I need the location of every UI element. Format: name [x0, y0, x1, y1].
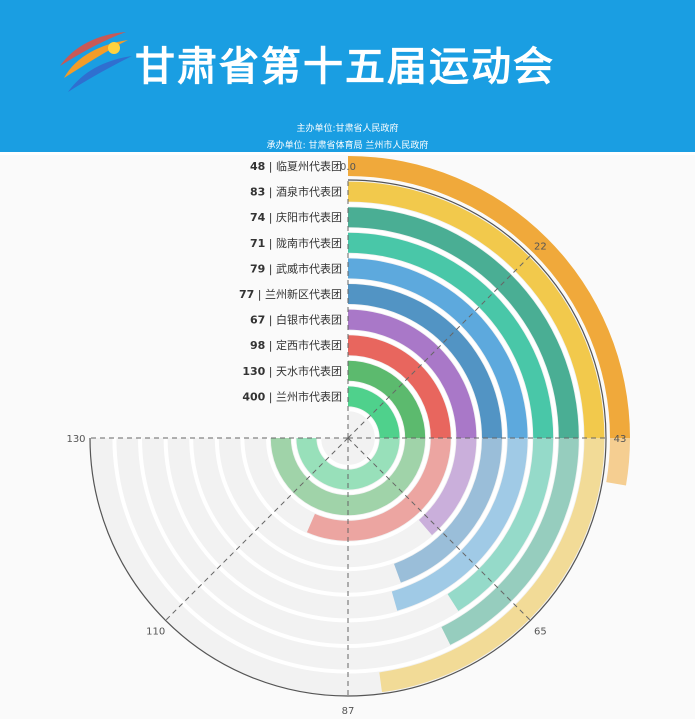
angle-tick-label: 130 [66, 434, 85, 445]
games-logo-icon [60, 32, 132, 92]
grid-ring [112, 202, 584, 674]
axis-spoke [347, 255, 531, 439]
angle-tick-label: 22 [534, 242, 547, 253]
bar-5 [348, 258, 528, 438]
bar-8-tail [306, 438, 451, 541]
bar-2 [348, 181, 605, 438]
bar-7-tail [418, 438, 477, 536]
chart-labels: 48 | 临夏州代表团 83 | 酒泉市代表团 74 | 庆阳市代表团 71 | 陇南… [239, 159, 342, 403]
bar-1-tail [606, 438, 630, 486]
bar-3 [348, 207, 579, 438]
category-label: 67 | 白银市代表团 [250, 313, 342, 327]
bar-2-tail [379, 438, 605, 693]
category-label: 79 | 武威市代表团 [250, 261, 342, 275]
bar-6 [348, 284, 502, 438]
undertaker-text: 承办单位: 甘肃省体育局 兰州市人民政府 [266, 141, 429, 151]
category-label: 83 | 酒泉市代表团 [250, 185, 342, 199]
angle-tick-label: 43 [614, 434, 627, 445]
angle-tick-label: 110 [146, 626, 165, 637]
bar-4 [348, 232, 554, 438]
category-label: 74 | 庆阳市代表团 [250, 210, 342, 224]
grid-ring [214, 304, 482, 572]
bar-8 [348, 335, 451, 438]
angle-tick-label: 87 [342, 706, 355, 717]
bar-9-tail [270, 438, 426, 516]
category-label: 77 | 兰州新区代表团 [239, 287, 342, 301]
bar-9 [348, 360, 426, 438]
angle-axis-line [89, 179, 607, 697]
category-label: 98 | 定西市代表团 [250, 338, 342, 352]
category-label: 400 | 兰州市代表团 [242, 389, 342, 403]
bar-6-tail [393, 438, 502, 583]
bar-7 [348, 309, 477, 438]
page-title: 甘肃省第十五届运动会 [135, 44, 555, 90]
chart-bars [270, 156, 630, 693]
category-label: 48 | 临夏州代表团 [250, 159, 342, 173]
grid-ring [266, 356, 430, 520]
category-label: 130 | 天水市代表团 [242, 364, 342, 378]
axis-spoke [165, 437, 349, 621]
bar-1 [348, 156, 630, 438]
bar-5-tail [391, 438, 528, 611]
axis-spoke [347, 437, 531, 621]
header-banner: 甘肃省第十五届运动会 主办单位:甘肃省人民政府 承办单位: 甘肃省体育局 兰州市… [0, 0, 695, 155]
bar-4-tail [447, 438, 554, 611]
angle-tick-label: 0.0 [340, 162, 356, 173]
polar-bar-chart: 0.0 22 43 65 87 110 130 48 | 临夏州代表团 83 | 酒泉市代表团… [66, 156, 630, 717]
bar-3-tail [441, 438, 579, 645]
angle-tick-label: 65 [534, 626, 547, 637]
grid-ring [240, 330, 456, 546]
bar-10-tail [296, 438, 400, 490]
category-label: 71 | 陇南市代表团 [250, 236, 342, 250]
chart-axes: 0.0 22 43 65 87 110 130 [66, 162, 626, 717]
organizer-text: 主办单位:甘肃省人民政府 [296, 124, 399, 134]
